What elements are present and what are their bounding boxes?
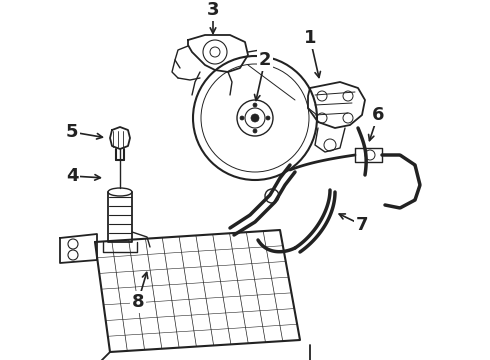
Circle shape <box>253 129 257 133</box>
Text: 1: 1 <box>304 29 316 47</box>
Text: 8: 8 <box>132 293 145 311</box>
Text: 3: 3 <box>207 1 219 19</box>
Text: 2: 2 <box>259 51 271 69</box>
Text: 6: 6 <box>372 106 384 124</box>
Circle shape <box>266 116 270 120</box>
Circle shape <box>240 116 244 120</box>
Circle shape <box>251 114 259 122</box>
Text: 7: 7 <box>356 216 368 234</box>
Circle shape <box>253 103 257 107</box>
Text: 4: 4 <box>66 167 78 185</box>
Text: 5: 5 <box>66 123 78 141</box>
